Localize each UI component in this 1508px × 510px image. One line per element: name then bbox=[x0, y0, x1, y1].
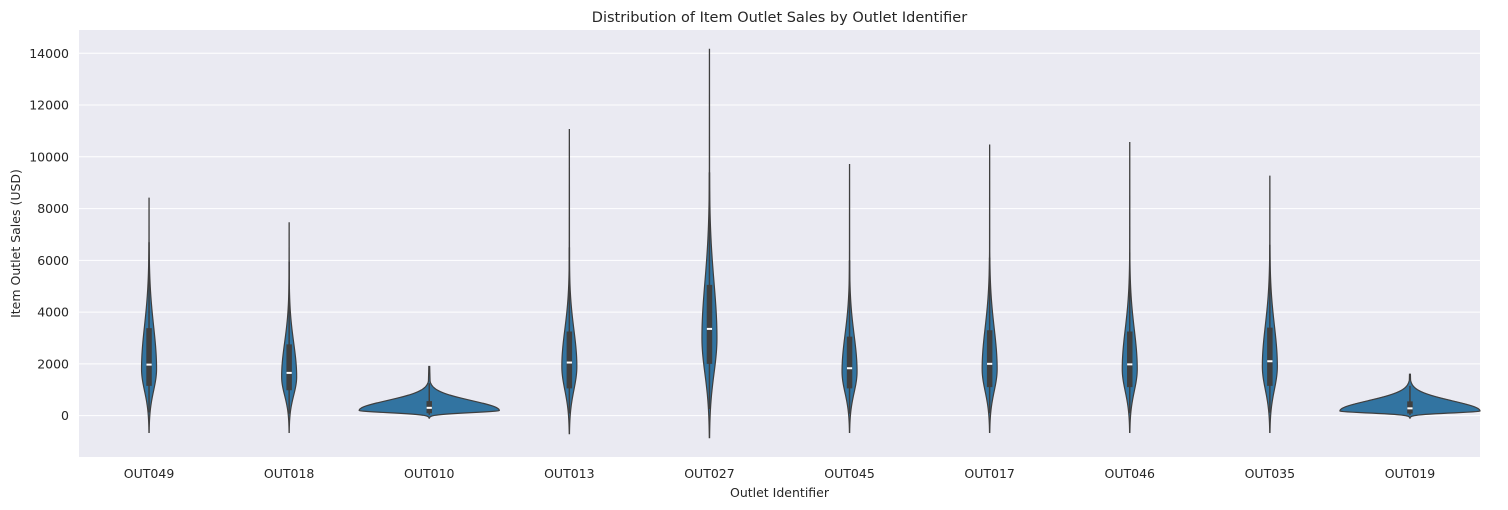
y-tick-label: 8000 bbox=[37, 201, 69, 216]
y-tick-label: 2000 bbox=[37, 356, 69, 371]
y-tick-label: 6000 bbox=[37, 253, 69, 268]
y-tick-label: 12000 bbox=[29, 98, 69, 113]
x-tick-label: OUT027 bbox=[684, 466, 734, 481]
x-tick-label: OUT010 bbox=[404, 466, 455, 481]
y-tick-label: 0 bbox=[61, 408, 69, 423]
x-tick-label: OUT049 bbox=[124, 466, 175, 481]
x-tick-label: OUT019 bbox=[1385, 466, 1436, 481]
x-tick-label: OUT017 bbox=[964, 466, 1014, 481]
y-tick-label: 10000 bbox=[29, 149, 69, 164]
y-tick-label: 4000 bbox=[37, 305, 69, 320]
y-axis-label: Item Outlet Sales (USD) bbox=[8, 169, 23, 318]
chart-title: Distribution of Item Outlet Sales by Out… bbox=[592, 10, 967, 26]
y-tick-label: 14000 bbox=[29, 46, 69, 61]
x-tick-label: OUT035 bbox=[1245, 466, 1295, 481]
x-axis-label: Outlet Identifier bbox=[730, 485, 830, 500]
x-tick-label: OUT046 bbox=[1105, 466, 1156, 481]
x-tick-label: OUT013 bbox=[544, 466, 594, 481]
x-tick-label: OUT045 bbox=[824, 466, 874, 481]
x-tick-label: OUT018 bbox=[264, 466, 315, 481]
